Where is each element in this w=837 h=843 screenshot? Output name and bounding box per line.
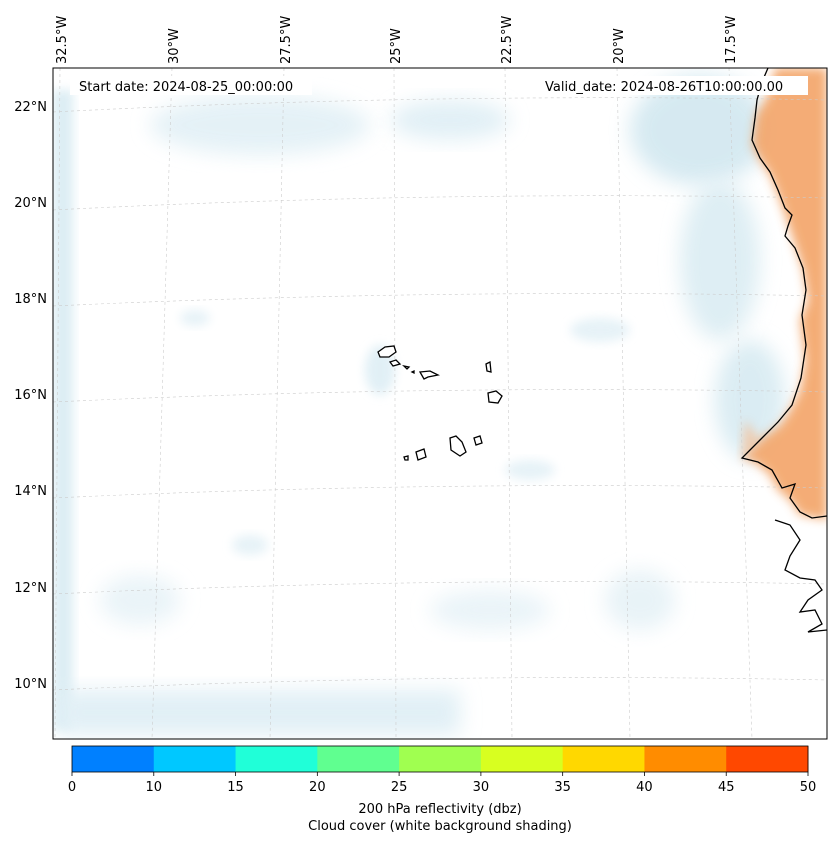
island-santa-luzia <box>402 364 411 370</box>
colorbar-tick-label: 30 <box>473 780 490 795</box>
lon-label-25w: 25°W <box>389 28 404 64</box>
lon-label-30w: 30°W <box>167 28 182 64</box>
colorbar-segment <box>317 746 400 772</box>
island-santiago <box>449 435 467 457</box>
island-maio <box>473 435 483 446</box>
island-fogo <box>415 448 427 461</box>
island-sao-nicolau <box>418 370 440 380</box>
valid-date-label: Valid_date: 2024-08-26T10:00:00.00 <box>545 80 783 95</box>
land-shading <box>742 68 827 520</box>
gridlines <box>53 68 827 739</box>
island-santo-antao <box>377 345 397 358</box>
colorbar-label: 200 hPa reflectivity (dbz) <box>358 802 521 817</box>
lon-label-20w: 20°W <box>612 28 627 64</box>
lon-label-17-5w: 17.5°W <box>724 16 739 64</box>
lat-label-20n: 20°N <box>14 196 47 211</box>
colorbar-tick-label: 35 <box>554 780 571 795</box>
colorbar-segment <box>480 746 564 772</box>
lat-label-16n: 16°N <box>14 388 47 403</box>
colorbar-segment <box>153 746 237 772</box>
colorbar-frame <box>71 745 809 773</box>
colorbar-segment <box>726 746 809 772</box>
colorbar-tick-label: 25 <box>391 780 408 795</box>
cape-verde-islands <box>377 345 503 461</box>
lon-label-22-5w: 22.5°W <box>500 16 515 64</box>
lat-label-12n: 12°N <box>14 581 47 596</box>
lat-label-18n: 18°N <box>14 292 47 307</box>
island-ilheu <box>410 369 415 375</box>
latitude-labels: 22°N 20°N 18°N 16°N 14°N 12°N 10°N <box>14 100 47 692</box>
map-content: Start date: 2024-08-25_00:00:00 Valid_da… <box>53 68 827 739</box>
colorbar-segment <box>644 746 727 772</box>
lat-label-14n: 14°N <box>14 484 47 499</box>
colorbar-tick-label: 20 <box>309 780 326 795</box>
valid-date-box <box>538 76 808 95</box>
island-boa-vista <box>487 390 503 404</box>
colorbar-segment <box>72 746 155 772</box>
colorbar-tick-label: 0 <box>68 780 76 795</box>
colorbar-tick-label: 45 <box>718 780 735 795</box>
lon-label-27-5w: 27.5°W <box>279 16 294 64</box>
cloud-cover-shading <box>53 75 785 735</box>
colorbar-tick-label: 10 <box>146 780 163 795</box>
lon-label-32-5w: 32.5°W <box>55 16 70 64</box>
map-frame <box>52 67 828 740</box>
colorbar-tick-label: 50 <box>800 780 817 795</box>
coastline <box>740 68 827 633</box>
colorbar-tick-label: 40 <box>636 780 653 795</box>
lat-label-10n: 10°N <box>14 677 47 692</box>
lat-label-22n: 22°N <box>14 100 47 115</box>
colorbar: 0 10 15 20 25 30 35 40 45 50 200 hPa reflectivity… <box>68 745 817 834</box>
island-sal <box>485 360 492 373</box>
island-brava <box>403 455 409 461</box>
colorbar-segment <box>235 746 318 772</box>
colorbar-tick-label: 15 <box>227 780 244 795</box>
start-date-box <box>70 76 312 95</box>
island-sao-vicente <box>388 359 402 367</box>
colorbar-segment <box>562 746 645 772</box>
colorbar-segment <box>399 746 482 772</box>
start-date-label: Start date: 2024-08-25_00:00:00 <box>79 80 293 95</box>
colorbar-sublabel: Cloud cover (white background shading) <box>308 819 572 834</box>
longitude-labels: 32.5°W 30°W 27.5°W 25°W 22.5°W 20°W 17.5… <box>55 16 739 64</box>
